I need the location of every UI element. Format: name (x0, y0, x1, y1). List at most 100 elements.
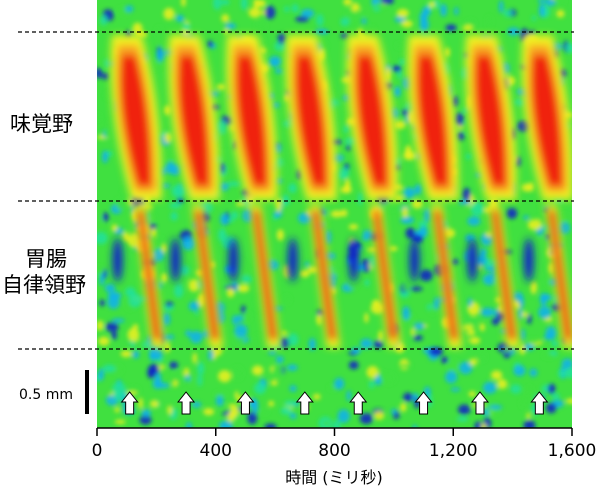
noise-speck (392, 65, 402, 73)
noise-speck (171, 164, 181, 176)
noise-speck (485, 231, 493, 237)
noise-speck (128, 293, 143, 308)
noise-speck (105, 322, 119, 332)
noise-speck (166, 151, 179, 161)
noise-speck (240, 0, 248, 11)
noise-speck (101, 150, 109, 164)
noise-speck (99, 299, 106, 307)
noise-speck (462, 108, 470, 114)
noise-speck (558, 214, 571, 222)
noise-speck (364, 279, 370, 287)
noise-speck (522, 215, 530, 220)
noise-speck (357, 191, 363, 206)
x-axis-label: 時間 (ミリ秒) (285, 468, 383, 487)
noise-speck (445, 370, 458, 384)
noise-speck (220, 213, 229, 226)
noise-speck (284, 6, 290, 13)
noise-speck (261, 409, 269, 414)
noise-speck (272, 102, 280, 108)
noise-speck (219, 420, 233, 428)
noise-speck (410, 327, 415, 336)
noise-speck (133, 339, 147, 351)
noise-speck (445, 24, 457, 32)
noise-speck (462, 187, 471, 201)
noise-speck (403, 187, 416, 199)
noise-speck (479, 323, 485, 332)
noise-speck (451, 258, 459, 265)
noise-speck (114, 365, 123, 374)
noise-speck (251, 365, 264, 376)
noise-speck (111, 330, 118, 340)
noise-speck (452, 95, 458, 107)
noise-speck (189, 330, 203, 344)
noise-speck (400, 216, 415, 224)
stimulus-arrows (120, 391, 549, 415)
noise-speck (150, 228, 157, 237)
noise-speck (173, 284, 184, 298)
noise-speck (433, 297, 441, 310)
noise-speck (401, 306, 410, 321)
noise-speck (289, 385, 297, 392)
noise-speck (403, 392, 414, 402)
noise-speck (432, 0, 440, 9)
noise-speck (507, 27, 520, 36)
noise-speck (428, 1, 435, 8)
noise-speck (239, 259, 245, 271)
noise-speck (156, 237, 165, 251)
noise-speck (289, 413, 297, 419)
noise-speck (489, 404, 503, 410)
noise-speck (366, 366, 379, 379)
noise-speck (468, 391, 476, 397)
noise-speck (556, 9, 565, 18)
activity-burst (465, 35, 521, 348)
noise-speck (270, 380, 278, 386)
noise-speck (496, 378, 508, 390)
noise-speck (161, 272, 168, 283)
noise-speck (280, 406, 293, 415)
noise-speck (99, 15, 108, 26)
noise-speck (526, 412, 531, 420)
noise-speck (527, 339, 541, 344)
noise-speck (125, 5, 134, 13)
noise-speck (108, 120, 116, 127)
noise-speck (545, 278, 551, 286)
noise-speck (278, 164, 287, 175)
noise-speck (299, 270, 310, 278)
noise-speck (370, 254, 376, 269)
scale-bar-label: 0.5 mm (19, 387, 73, 403)
noise-speck (343, 125, 350, 133)
noise-speck (360, 338, 373, 349)
noise-speck (413, 335, 423, 341)
noise-speck (162, 312, 171, 326)
noise-speck (149, 400, 160, 408)
noise-speck (480, 423, 487, 428)
noise-speck (97, 368, 105, 381)
noise-speck (412, 424, 418, 428)
noise-speck (295, 16, 310, 22)
noise-speck (215, 120, 227, 134)
noise-speck (513, 365, 526, 377)
noise-speck (557, 0, 565, 5)
stimulus-arrow (349, 391, 368, 415)
noise-speck (160, 167, 166, 176)
noise-speck (539, 293, 548, 306)
noise-speck (281, 194, 290, 207)
noise-speck (469, 358, 478, 366)
noise-speck (232, 366, 243, 380)
noise-speck (551, 393, 561, 399)
activity-bursts-layer (110, 35, 572, 348)
noise-speck (264, 423, 277, 428)
noise-speck (457, 404, 471, 415)
noise-speck (444, 47, 451, 57)
noise-speck (271, 365, 284, 379)
noise-speck (498, 0, 504, 14)
noise-speck (385, 199, 398, 211)
noise-speck (254, 382, 266, 395)
region-label-gustatory: 味覚野 (10, 112, 73, 136)
noise-speck (414, 183, 422, 195)
noise-speck (421, 6, 431, 18)
noise-speck (401, 206, 409, 218)
noise-speck (175, 14, 185, 22)
noise-speck (401, 285, 412, 291)
noise-speck (104, 283, 116, 293)
